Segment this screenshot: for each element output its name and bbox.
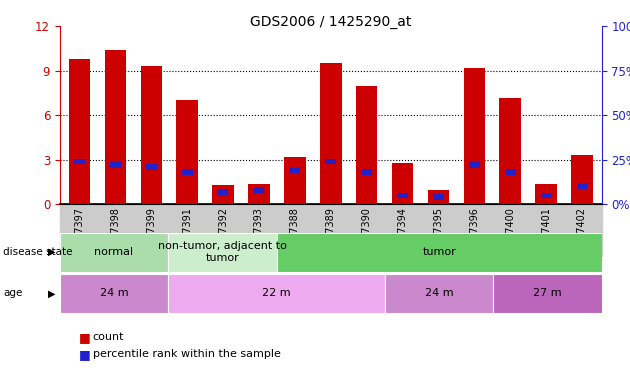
Bar <box>60 204 602 257</box>
Bar <box>356 86 377 204</box>
Bar <box>397 193 408 198</box>
Text: ▶: ▶ <box>48 288 55 298</box>
Bar <box>60 232 168 272</box>
Text: disease state: disease state <box>3 247 72 257</box>
Text: percentile rank within the sample: percentile rank within the sample <box>93 350 280 359</box>
Bar <box>218 189 229 195</box>
Bar <box>182 170 193 175</box>
Bar <box>325 159 336 165</box>
Text: 27 m: 27 m <box>533 288 562 298</box>
Bar <box>361 170 372 175</box>
Bar <box>168 232 277 272</box>
Bar <box>428 189 449 204</box>
Bar <box>168 274 385 313</box>
Text: ▶: ▶ <box>48 247 55 257</box>
Text: 24 m: 24 m <box>100 288 129 298</box>
Bar <box>60 274 168 313</box>
Bar <box>493 274 602 313</box>
Bar <box>541 193 551 198</box>
Bar <box>248 184 270 204</box>
Bar <box>212 185 234 204</box>
Bar <box>140 66 162 204</box>
Bar <box>464 68 485 204</box>
Bar <box>576 184 587 189</box>
Text: ■: ■ <box>79 331 91 344</box>
Text: GDS2006 / 1425290_at: GDS2006 / 1425290_at <box>250 15 411 29</box>
Bar <box>469 162 479 168</box>
Text: normal: normal <box>94 247 134 257</box>
Bar <box>385 274 493 313</box>
Bar <box>500 98 521 204</box>
Bar <box>176 100 198 204</box>
Text: age: age <box>3 288 23 298</box>
Bar <box>290 168 301 173</box>
Bar <box>284 157 306 204</box>
Bar <box>69 59 90 204</box>
Text: tumor: tumor <box>422 247 456 257</box>
Text: non-tumor, adjacent to
tumor: non-tumor, adjacent to tumor <box>158 242 287 263</box>
Text: count: count <box>93 333 124 342</box>
Bar <box>536 184 557 204</box>
Bar <box>392 163 413 204</box>
Bar <box>277 232 602 272</box>
Text: 24 m: 24 m <box>425 288 454 298</box>
Bar <box>571 155 593 204</box>
Text: 22 m: 22 m <box>262 288 291 298</box>
Bar <box>254 187 265 193</box>
Bar <box>74 159 85 165</box>
Bar <box>105 50 126 204</box>
Bar <box>320 63 341 204</box>
Bar <box>110 162 121 168</box>
Bar <box>433 194 444 200</box>
Text: ■: ■ <box>79 348 91 361</box>
Bar <box>505 170 515 175</box>
Bar <box>146 164 157 170</box>
